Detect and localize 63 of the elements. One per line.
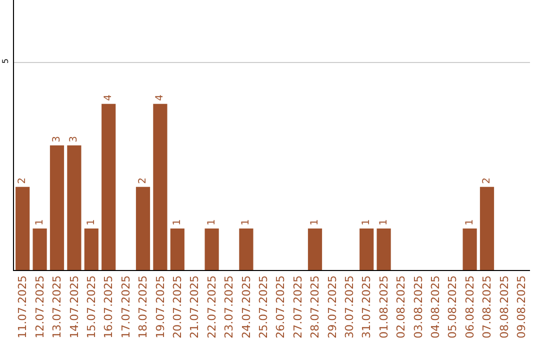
x-tick-label: 27.07.2025 [291,275,304,338]
x-tick-label: 04.08.2025 [428,275,442,338]
data-label: 1 [86,219,97,226]
x-tick-label: 29.07.2025 [326,275,339,338]
x-tick-label: 22.07.2025 [205,275,218,338]
x-tick-label: 19.07.2025 [154,275,167,338]
x-tick-label: 06.08.2025 [463,275,476,338]
data-label: 3 [52,136,62,142]
x-tick-label: 30.07.2025 [342,275,356,338]
x-tick-label: 15.07.2025 [84,275,98,338]
x-tick-label: 08.08.2025 [498,275,511,338]
x-tick-label: 14.07.2025 [68,275,81,338]
bar [67,145,82,270]
x-tick-label: 31.07.2025 [360,275,374,338]
bar [50,145,64,270]
bar [32,228,47,270]
data-label: 3 [68,136,80,142]
data-label: 1 [310,219,320,226]
x-tick-label: 05.08.2025 [446,275,460,338]
data-label: 1 [34,219,46,226]
x-tick-label: 21.07.2025 [188,275,202,338]
bar [102,104,116,270]
data-label: 1 [240,219,252,226]
x-tick-label: 20.07.2025 [170,275,184,338]
bar [153,104,168,270]
bar [308,228,322,270]
bar [170,228,184,270]
bar [239,228,254,270]
data-label: 1 [172,219,183,226]
x-tick-label: 13.07.2025 [50,275,64,338]
x-tick-label: 16.07.2025 [102,275,116,338]
x-tick-label: 25.07.2025 [256,275,270,338]
data-label: 4 [103,94,114,101]
data-label: 4 [154,94,166,101]
bar [376,228,391,270]
bar [462,228,477,270]
x-tick-label: 17.07.2025 [119,275,132,338]
x-tick-label: 02.08.2025 [394,275,408,338]
data-label: 1 [206,219,218,226]
bar [360,228,374,270]
x-tick-label: 09.08.2025 [514,275,528,338]
data-label: 2 [17,178,28,184]
bar [84,228,98,270]
x-tick-label: 07.08.2025 [480,275,494,338]
x-tick-label: 11.07.2025 [16,275,30,338]
x-tick-label: 24.07.2025 [240,275,253,338]
bar [16,186,30,270]
data-label: 2 [138,178,148,184]
data-label: 2 [482,178,492,184]
x-tick-label: 23.07.2025 [222,275,236,338]
x-tick-label: 26.07.2025 [274,275,288,338]
bar [204,228,219,270]
data-label: 1 [361,219,372,226]
x-tick-label: 18.07.2025 [136,275,150,338]
x-tick-label: 28.07.2025 [308,275,322,338]
data-label: 1 [464,219,476,226]
x-tick-label: 03.08.2025 [412,275,425,338]
data-label: 1 [378,219,390,226]
bar [136,186,150,270]
bar [480,186,494,270]
x-tick-label: 12.07.2025 [33,275,46,338]
x-tick-label: 01.08.2025 [377,275,390,338]
y-tick-label: 5 [0,58,10,64]
